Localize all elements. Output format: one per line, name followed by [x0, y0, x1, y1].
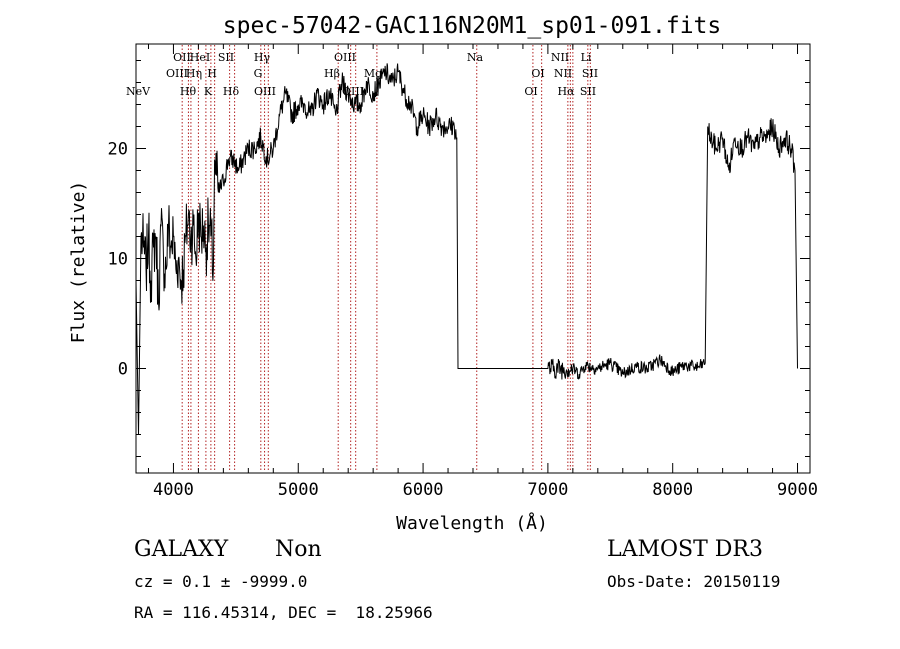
line-label: NeV	[126, 85, 151, 98]
line-label: HeI	[190, 51, 210, 64]
line-label: Hβ	[324, 67, 340, 80]
x-tick-label: 7000	[527, 480, 568, 500]
emission-line-markers	[181, 45, 591, 472]
x-tick-label: 6000	[403, 480, 444, 500]
coordinates: RA = 116.45314, DEC = 18.25966	[134, 603, 433, 622]
line-label: SII	[582, 67, 598, 80]
emission-line-labels: NeVOIIOIIIHθHηHeIKHSIIHδHγGOIIIHβOIIIOII…	[126, 51, 598, 98]
x-tick-label: 4000	[153, 480, 194, 500]
x-tick-label: 9000	[777, 480, 818, 500]
line-label: Hη	[186, 67, 202, 80]
observation-date: Obs-Date: 20150119	[607, 572, 781, 591]
x-axis-ticks: 4000 5000 6000 7000 8000 9000	[147, 44, 818, 500]
x-tick-label: 5000	[278, 480, 319, 500]
y-tick-label: 10	[108, 250, 128, 270]
line-label: OI	[531, 67, 544, 80]
plot-frame	[135, 43, 811, 474]
line-label: OIII	[254, 85, 276, 98]
y-tick-label: 20	[108, 140, 128, 160]
line-label: H	[207, 67, 217, 80]
line-label: Hδ	[223, 85, 240, 98]
line-label: Hγ	[254, 51, 271, 64]
y-tick-label: 0	[118, 360, 128, 380]
line-label: SII	[580, 85, 596, 98]
line-label: OIII	[166, 67, 188, 80]
line-label: Hα	[557, 85, 575, 98]
x-tick-label: 8000	[652, 480, 693, 500]
line-label: G	[254, 67, 263, 80]
redshift-value: cz = 0.1 ± -9999.0	[134, 572, 308, 591]
line-label: SII	[218, 51, 234, 64]
object-type: GALAXY	[134, 537, 229, 562]
x-axis-label: Wavelength (Å)	[396, 512, 548, 534]
line-label: Li	[581, 51, 592, 64]
line-label: K	[204, 85, 213, 98]
spectrum-line	[135, 63, 798, 435]
line-label: Na	[467, 51, 484, 64]
y-axis-label: Flux (relative)	[68, 181, 89, 344]
y-axis-ticks: 0 10 20	[108, 60, 810, 457]
object-subclass: Non	[275, 537, 322, 562]
line-label: OI	[524, 85, 537, 98]
line-label: OIII	[334, 51, 356, 64]
survey-name: LAMOST DR3	[607, 537, 763, 562]
line-label: Hθ	[180, 85, 197, 98]
line-label: NII	[551, 51, 569, 64]
line-label: OII	[173, 51, 191, 64]
chart-title: spec-57042-GAC116N20M1_sp01-091.fits	[223, 13, 722, 39]
line-label: NII	[554, 67, 572, 80]
